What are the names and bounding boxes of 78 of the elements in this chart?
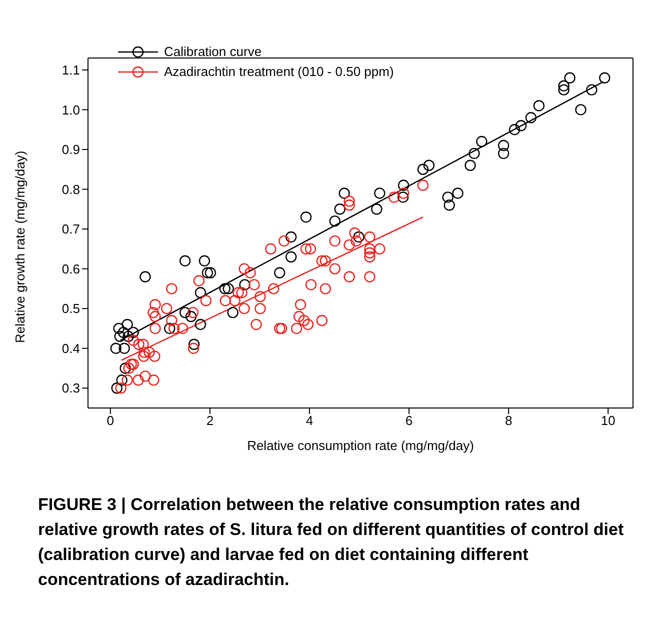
y-tick-label: 0.6 [62, 261, 80, 276]
point [239, 279, 250, 290]
point [122, 318, 133, 330]
x-tick-label: 10 [600, 413, 616, 428]
point [397, 192, 409, 203]
point [398, 180, 410, 191]
point [353, 231, 364, 243]
point [558, 84, 570, 96]
point [498, 148, 510, 160]
point [222, 283, 234, 294]
x-tick-label: 8 [504, 413, 512, 428]
point [442, 192, 454, 203]
point [476, 136, 488, 148]
y-tick-label: 0.9 [62, 142, 80, 158]
y-tick-label: 1.1 [62, 62, 80, 78]
point [179, 255, 191, 266]
x-tick-label: 0 [106, 413, 114, 428]
point [227, 306, 238, 318]
y-tick-label: 0.7 [62, 222, 80, 237]
point [464, 160, 476, 171]
point [285, 251, 297, 262]
point [371, 204, 382, 215]
y-tick-label: 1.0 [62, 102, 80, 118]
point [452, 188, 464, 199]
point [468, 148, 480, 160]
point [164, 322, 176, 334]
point [116, 374, 128, 386]
point [114, 330, 126, 342]
point [599, 72, 610, 84]
point [533, 100, 545, 112]
point [118, 326, 129, 338]
point [113, 322, 124, 334]
point [219, 283, 230, 294]
point [285, 231, 297, 243]
point [300, 211, 312, 223]
y-axis-title: Relative growth rate (mg/mg/day) [12, 150, 28, 343]
x-tick-label: 2 [206, 413, 214, 428]
point [204, 267, 216, 278]
y-tick-label: 0.8 [62, 182, 80, 197]
x-axis-title: Relative consumption rate (mg/mg/day) [247, 438, 474, 453]
point [120, 362, 131, 374]
point [515, 120, 527, 132]
point [274, 267, 286, 278]
y-tick-label: 0.4 [62, 340, 80, 356]
y-tick-label: 0.3 [62, 380, 80, 396]
point [338, 188, 350, 199]
point [558, 80, 570, 92]
point [444, 200, 455, 211]
point [110, 342, 122, 354]
point [185, 310, 197, 322]
point [498, 140, 510, 152]
point [417, 164, 429, 175]
point [188, 338, 200, 350]
point [525, 112, 537, 124]
point [575, 104, 586, 116]
point [423, 160, 435, 171]
legend-label: Calibration curve [164, 43, 262, 61]
point [374, 188, 386, 199]
point [586, 84, 598, 96]
point [194, 287, 206, 298]
point [334, 204, 346, 215]
y-tick-label: 0.5 [62, 301, 80, 316]
point [140, 271, 151, 282]
point [194, 318, 206, 330]
point [118, 342, 130, 354]
point [179, 306, 191, 318]
point [128, 326, 139, 338]
point [198, 255, 210, 266]
point [508, 124, 520, 136]
point [122, 330, 134, 342]
legend-label: Azadirachtin treatment (010 - 0.50 ppm) [164, 63, 394, 81]
x-tick-label: 4 [306, 413, 314, 428]
point [329, 215, 340, 227]
point [202, 267, 214, 278]
point [111, 382, 122, 394]
point [564, 72, 576, 84]
x-tick-label: 6 [405, 413, 413, 428]
caption: FIGURE 3 | Correlation between the relative consumption rates and relative growth rates of S. litura fed on different quantities of control diet (calibration curve) and larvae fed on diet containing different concentrations of azadirachtin. [38, 494, 624, 591]
